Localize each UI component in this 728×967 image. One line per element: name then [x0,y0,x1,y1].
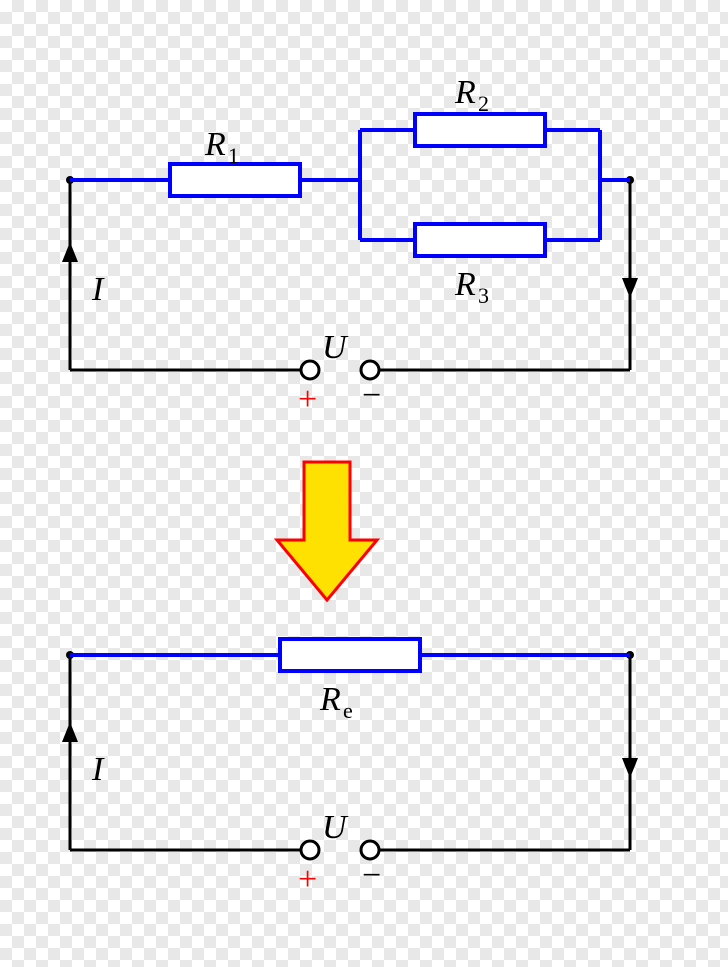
label-u-top: U [322,329,349,366]
resistor-r1 [170,164,300,196]
resistor-r3 [415,224,545,256]
svg-text:R: R [454,74,476,111]
top-resistor-network [70,114,630,256]
label-i-bot: I [91,751,105,788]
svg-text:R: R [204,126,226,163]
svg-text:2: 2 [478,91,489,116]
label-i-top: I [91,271,105,308]
label-r1: R 1 [204,126,239,168]
label-minus-top: − [362,377,381,414]
label-r3: R 3 [454,266,489,308]
bottom-circuit-frame [66,651,634,850]
terminal-top-plus [301,361,319,379]
current-arrow-left-bottom [62,722,78,742]
label-r2: R 2 [454,74,489,116]
bottom-resistor-network [70,639,630,671]
svg-text:R: R [319,681,341,718]
terminal-bot-plus [301,841,319,859]
current-arrow-right-top [622,278,638,298]
label-plus-top: + [298,381,317,418]
top-circuit-frame [66,176,634,370]
label-re: R e [319,681,353,723]
svg-text:3: 3 [478,283,489,308]
svg-text:R: R [454,266,476,303]
resistor-re [280,639,420,671]
current-arrow-left-top [62,242,78,265]
transform-arrow [277,462,377,600]
label-u-bot: U [322,809,349,846]
label-minus-bot: − [362,857,381,894]
label-plus-bot: + [298,861,317,898]
svg-text:1: 1 [228,143,239,168]
current-arrow-right-bottom [622,758,638,778]
svg-text:e: e [343,698,353,723]
resistor-r2 [415,114,545,146]
